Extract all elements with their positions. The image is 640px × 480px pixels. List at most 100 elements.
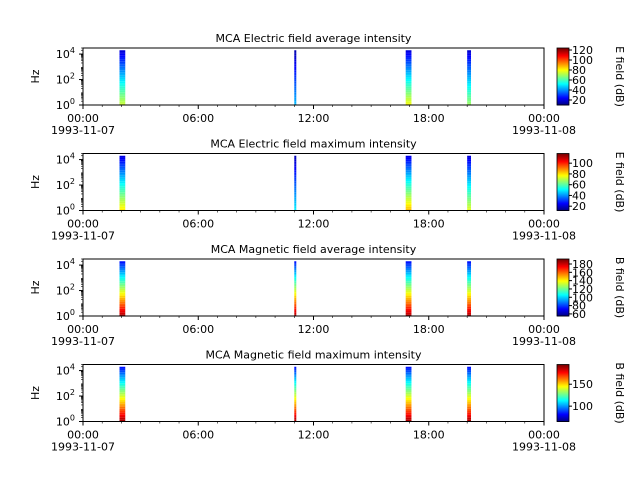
x-tick-label: 18:00 — [413, 218, 445, 231]
spectrogram-cell — [467, 83, 472, 85]
spectrogram-cell — [405, 103, 412, 105]
spectrogram-cell — [119, 195, 126, 198]
spectrogram-cell — [467, 275, 472, 278]
spectrogram-cell — [294, 95, 297, 98]
colorbar-segment — [557, 88, 569, 91]
spectrogram-cell — [119, 197, 126, 200]
spectrogram-cell — [294, 203, 297, 206]
colorbar-segment — [557, 162, 569, 164]
spectrogram-cell — [119, 201, 126, 204]
spectrogram-cell — [119, 308, 126, 311]
spectrogram-cell — [294, 417, 297, 420]
colorbar-segment — [557, 205, 569, 207]
spectrogram-cell — [467, 194, 472, 196]
colorbar-segment — [557, 279, 569, 281]
spectrogram-cell — [294, 197, 297, 200]
spectrogram-cell — [119, 81, 126, 84]
spectrogram-cell — [405, 195, 412, 198]
spectrogram-cell — [294, 288, 297, 291]
spectrogram-cell — [119, 290, 126, 293]
spectrogram-cell — [294, 181, 297, 184]
colorbar-segment — [557, 161, 569, 163]
spectrogram-cell — [467, 388, 472, 391]
colorbar-segment — [557, 75, 569, 77]
colorbar-segment — [557, 198, 569, 200]
colorbar-segment — [557, 391, 569, 393]
spectrogram-cell — [294, 99, 297, 102]
x-date-label: 1993-11-08 — [512, 124, 576, 137]
colorbar-segment — [557, 157, 569, 159]
spectrogram-cell — [405, 414, 412, 417]
spectrogram-cell — [294, 366, 297, 369]
colorbar-segment — [557, 295, 569, 297]
x-tick-label: 12:00 — [298, 323, 330, 336]
spectrogram-cell — [405, 101, 412, 104]
spectrogram-cell — [119, 88, 126, 91]
colorbar-segment — [557, 364, 569, 366]
spectrogram-cell — [294, 84, 297, 87]
colorbar-segment — [557, 168, 569, 171]
spectrogram-cell — [294, 312, 297, 315]
spectrogram-cell — [467, 179, 472, 182]
colorbar-segment — [557, 73, 569, 76]
colorbar-segment — [557, 402, 569, 405]
colorbar-segment — [557, 54, 569, 56]
spectrogram-cell — [405, 170, 412, 173]
colorbar-segment — [557, 62, 569, 64]
colorbar-tick-label: 160 — [572, 266, 593, 279]
colorbar-segment — [557, 206, 569, 209]
y-axis-label: Hz — [29, 386, 42, 400]
spectrogram-cell — [405, 410, 412, 413]
spectrogram-cell — [467, 53, 472, 56]
colorbar-segment — [557, 64, 569, 67]
spectrogram-cell — [294, 268, 297, 271]
x-tick-label: 12:00 — [298, 429, 330, 442]
spectrogram-cell — [119, 190, 126, 193]
spectrogram-cell — [294, 73, 297, 76]
colorbar-segment — [557, 272, 569, 274]
spectrogram-cell — [119, 55, 126, 58]
colorbar-segment — [557, 298, 569, 300]
colorbar-tick-label: 60 — [572, 74, 586, 87]
spectrogram-cell — [405, 275, 412, 278]
spectrogram-cell — [467, 386, 472, 389]
spectrogram-cell — [467, 383, 472, 385]
colorbar-segment — [557, 398, 569, 400]
spectrogram-cell — [294, 53, 297, 56]
colorbar-segment — [557, 276, 569, 279]
spectrogram-cell — [294, 88, 297, 91]
colorbar-segment — [557, 393, 569, 396]
spectrogram-cell — [467, 84, 472, 87]
spectrogram-cell — [294, 405, 297, 407]
y-tick-label: 102 — [56, 283, 75, 298]
spectrogram-cell — [405, 88, 412, 91]
spectrogram-cell — [405, 283, 412, 285]
colorbar-segment — [557, 262, 569, 264]
colorbar-segment — [557, 378, 569, 381]
spectrogram-cell — [467, 190, 472, 193]
colorbar-segment — [557, 190, 569, 192]
spectrogram-cell — [405, 279, 412, 282]
colorbar-segment — [557, 197, 569, 199]
colorbar-segment — [557, 52, 569, 54]
spectrogram-cell — [119, 284, 126, 287]
spectrogram-cell — [405, 394, 412, 396]
colorbar-segment — [557, 411, 569, 414]
spectrogram-cell — [119, 86, 126, 89]
colorbar-segment — [557, 407, 569, 409]
colorbar-segment — [557, 277, 569, 280]
y-tick-label: 100 — [56, 203, 75, 218]
spectrogram-cell — [294, 63, 297, 65]
spectrogram-cell — [467, 92, 472, 95]
spectrogram-cell — [294, 412, 297, 415]
colorbar-segment — [557, 174, 569, 177]
spectrogram-cell — [467, 294, 472, 296]
colorbar-segment — [557, 365, 569, 367]
colorbar-tick-label: 120 — [572, 283, 593, 296]
spectrogram-cell — [294, 59, 297, 62]
spectrogram-cell — [405, 208, 412, 211]
spectrogram-cell — [119, 179, 126, 182]
colorbar-segment — [557, 419, 569, 422]
spectrogram-cell — [294, 275, 297, 278]
x-tick-label: 00:00 — [528, 323, 560, 336]
